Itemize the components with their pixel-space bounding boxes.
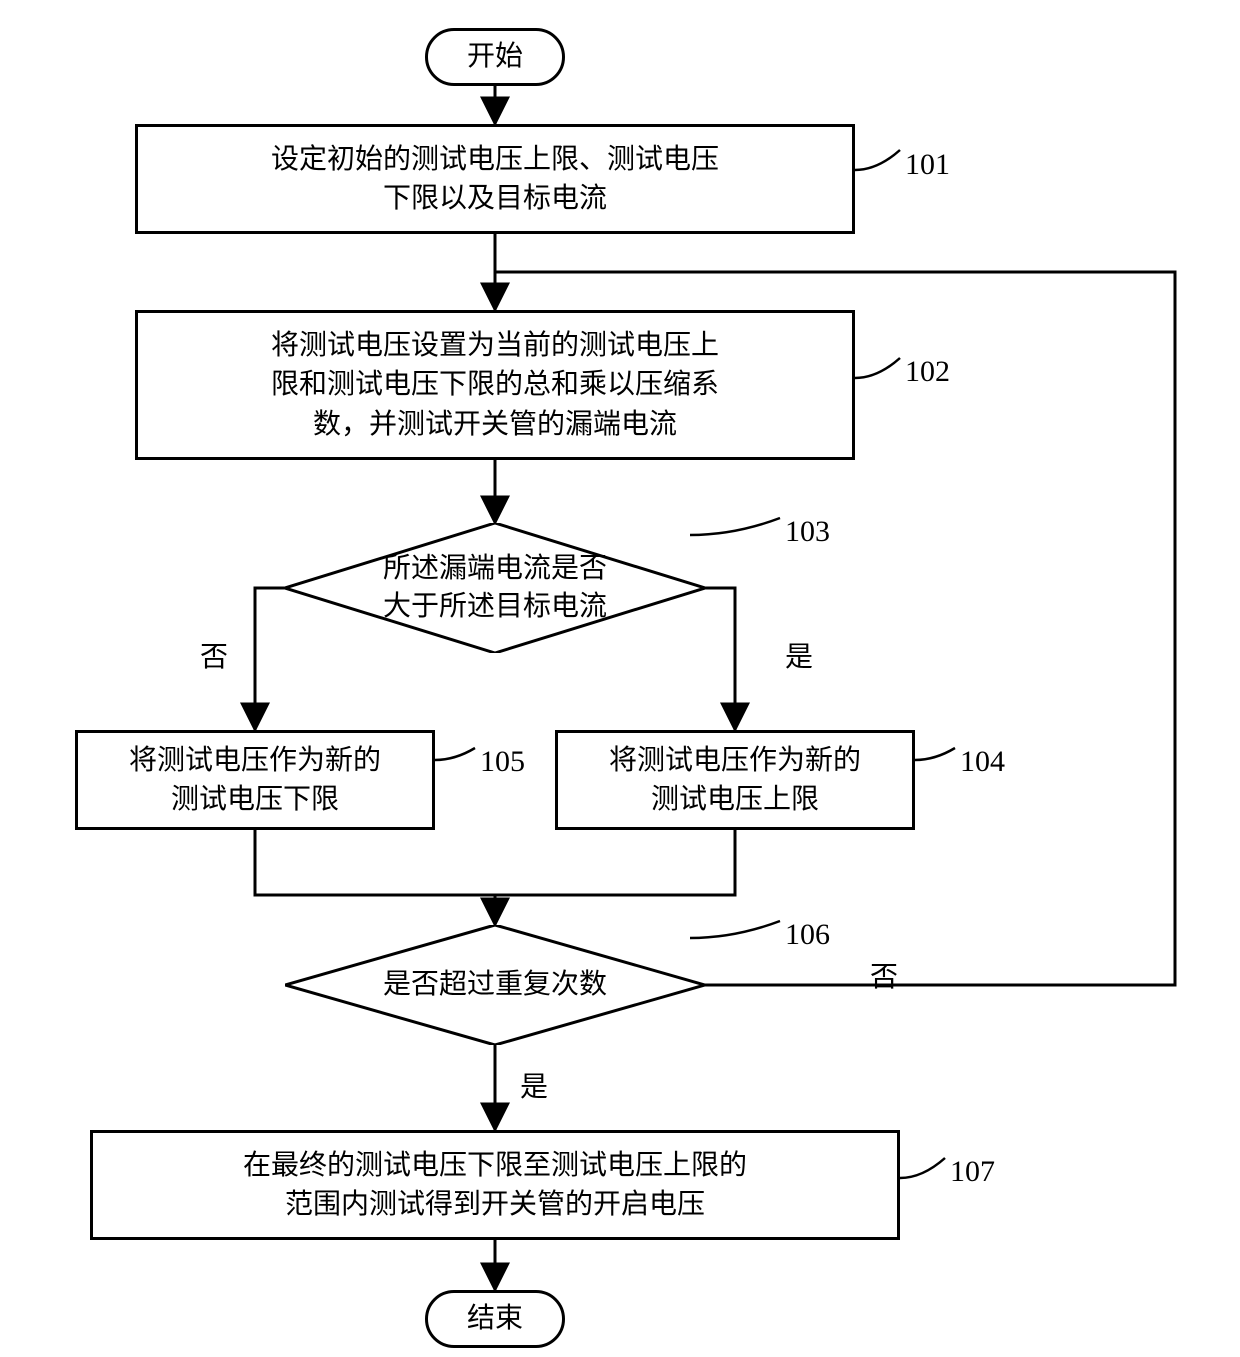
label-103: 103 (785, 515, 830, 549)
decision-106-text: 是否超过重复次数 (285, 925, 705, 1045)
terminator-start-text: 开始 (467, 37, 523, 76)
terminator-end: 结束 (425, 1290, 565, 1348)
leader-ll102 (855, 358, 900, 378)
label-101: 101 (905, 148, 950, 182)
leader-ll104 (915, 748, 955, 760)
label-107: 107 (950, 1155, 995, 1189)
decision-103-no-label: 否 (200, 635, 228, 675)
decision-106: 是否超过重复次数 (285, 925, 705, 1045)
decision-103: 所述漏端电流是否大于所述目标电流 (285, 523, 705, 653)
edge-e_103_yes_104 (705, 588, 735, 730)
process-101: 设定初始的测试电压上限、测试电压下限以及目标电流 (135, 124, 855, 234)
decision-103-text: 所述漏端电流是否大于所述目标电流 (285, 523, 705, 653)
process-101-text: 设定初始的测试电压上限、测试电压下限以及目标电流 (271, 140, 719, 218)
leader-ll101 (855, 150, 900, 170)
process-107: 在最终的测试电压下限至测试电压上限的范围内测试得到开关管的开启电压 (90, 1130, 900, 1240)
terminator-start: 开始 (425, 28, 565, 86)
edge-e_103_no_105 (255, 588, 285, 730)
decision-103-yes-label: 是 (785, 635, 813, 675)
leader-ll107 (900, 1158, 945, 1178)
process-104: 将测试电压作为新的测试电压上限 (555, 730, 915, 830)
flowchart-canvas: 开始 设定初始的测试电压上限、测试电压下限以及目标电流 101 将测试电压设置为… (0, 0, 1240, 1357)
process-102: 将测试电压设置为当前的测试电压上限和测试电压下限的总和乘以压缩系数，并测试开关管… (135, 310, 855, 460)
label-104: 104 (960, 745, 1005, 779)
decision-106-yes-label: 是 (520, 1065, 548, 1105)
process-105: 将测试电压作为新的测试电压下限 (75, 730, 435, 830)
edge-e_105_merge (255, 830, 495, 895)
process-104-text: 将测试电压作为新的测试电压上限 (609, 741, 861, 819)
process-105-text: 将测试电压作为新的测试电压下限 (129, 741, 381, 819)
label-102: 102 (905, 355, 950, 389)
process-107-text: 在最终的测试电压下限至测试电压上限的范围内测试得到开关管的开启电压 (243, 1146, 747, 1224)
leader-ll105 (435, 748, 475, 760)
process-102-text: 将测试电压设置为当前的测试电压上限和测试电压下限的总和乘以压缩系数，并测试开关管… (271, 326, 719, 444)
terminator-end-text: 结束 (467, 1299, 523, 1338)
edge-e_104_merge (495, 830, 735, 895)
label-106: 106 (785, 918, 830, 952)
decision-106-no-label: 否 (870, 955, 898, 995)
label-105: 105 (480, 745, 525, 779)
